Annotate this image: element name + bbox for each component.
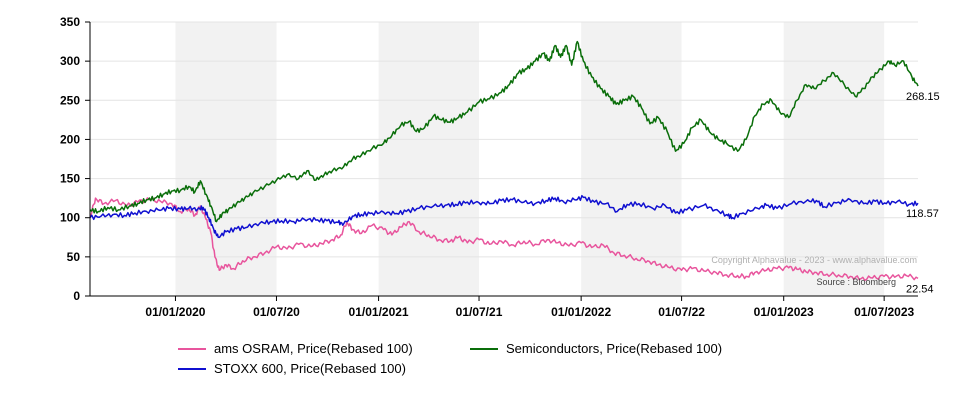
y-tick-label: 200 xyxy=(60,132,80,146)
end-label-series-2: 118.57 xyxy=(906,208,939,220)
y-tick-label: 300 xyxy=(60,54,80,68)
series-line-0 xyxy=(89,197,919,282)
legend-item-stoxx-600: STOXX 600, Price(Rebased 100) xyxy=(178,361,406,376)
x-tick-label: 01/07/22 xyxy=(658,305,705,319)
series-line-1 xyxy=(89,40,919,223)
x-tick-label: 01/01/2022 xyxy=(551,305,611,319)
x-tick-label: 01/01/2021 xyxy=(349,305,409,319)
end-label-series-1: 268.15 xyxy=(906,91,940,103)
legend-item-ams-osram: ams OSRAM, Price(Rebased 100) xyxy=(178,341,413,356)
y-tick-labels: 0 50 100 150 200 250 300 350 xyxy=(60,15,90,303)
copyright-note: Copyright Alphavalue - 2023 - www.alphav… xyxy=(711,255,917,265)
y-tick-label: 100 xyxy=(60,211,80,225)
shaded-bands xyxy=(175,22,885,296)
x-tick-label: 01/07/21 xyxy=(456,305,503,319)
legend-swatch-stoxx-600 xyxy=(178,367,206,370)
legend-swatch-semiconductors xyxy=(470,347,498,350)
x-tick-label: 01/07/2023 xyxy=(854,305,914,319)
y-tick-label: 250 xyxy=(60,93,80,107)
x-tick-labels: 01/01/2020 01/07/20 01/01/2021 01/07/21 01/0… xyxy=(145,296,915,319)
series-line-2 xyxy=(89,194,919,239)
legend-swatch-ams-osram xyxy=(178,347,206,350)
grid-lines xyxy=(90,21,918,258)
shaded-band-1 xyxy=(378,22,480,296)
x-tick-label: 01/07/20 xyxy=(253,305,300,319)
legend-item-semiconductors: Semiconductors, Price(Rebased 100) xyxy=(470,341,722,356)
shaded-band-3 xyxy=(783,22,885,296)
series-lines xyxy=(89,40,919,282)
axes xyxy=(89,22,918,297)
y-tick-label: 350 xyxy=(60,15,80,29)
legend-label-semiconductors: Semiconductors, Price(Rebased 100) xyxy=(506,341,723,356)
shaded-band-2 xyxy=(581,22,682,296)
y-tick-label: 0 xyxy=(73,289,80,303)
legend-label-ams-osram: ams OSRAM, Price(Rebased 100) xyxy=(214,341,413,356)
end-label-series-0: 22.54 xyxy=(906,283,934,295)
legend-label-stoxx-600: STOXX 600, Price(Rebased 100) xyxy=(214,361,406,376)
end-value-labels: 22.54 268.15 118.57 xyxy=(906,91,940,295)
x-tick-label: 01/01/2020 xyxy=(145,305,205,319)
source-note: Source : Bloomberg xyxy=(816,277,896,287)
y-tick-label: 50 xyxy=(67,250,81,264)
y-tick-label: 150 xyxy=(60,172,80,186)
shaded-band-0 xyxy=(175,22,277,296)
x-tick-label: 01/01/2023 xyxy=(754,305,814,319)
